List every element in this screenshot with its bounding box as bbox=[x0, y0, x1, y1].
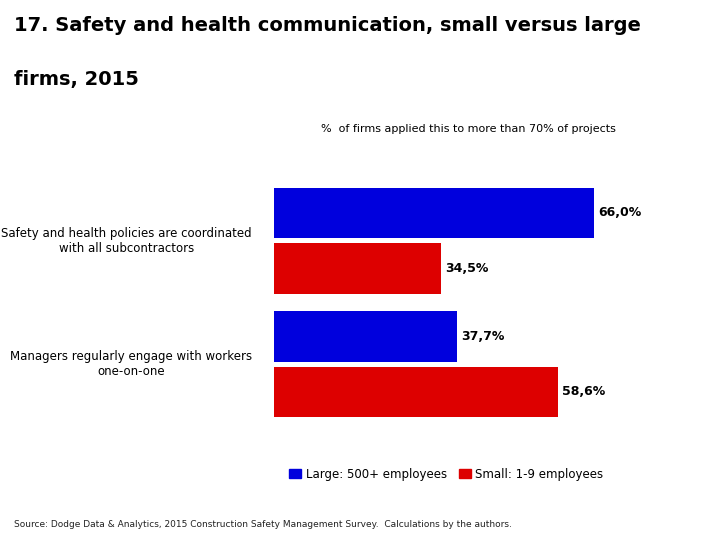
Text: 58,6%: 58,6% bbox=[562, 386, 606, 399]
Text: Safety and health policies are coordinated
with all subcontractors: Safety and health policies are coordinat… bbox=[1, 227, 252, 255]
Bar bbox=[274, 367, 559, 417]
Text: 37,7%: 37,7% bbox=[461, 330, 504, 343]
Bar bbox=[274, 187, 595, 238]
Text: 17. Safety and health communication, small versus large: 17. Safety and health communication, sma… bbox=[14, 16, 642, 35]
Bar bbox=[274, 311, 456, 362]
Text: 66,0%: 66,0% bbox=[598, 206, 642, 219]
Bar bbox=[274, 243, 441, 294]
Text: Managers regularly engage with workers
one-on-one: Managers regularly engage with workers o… bbox=[10, 350, 252, 378]
Text: Source: Dodge Data & Analytics, 2015 Construction Safety Management Survey.  Cal: Source: Dodge Data & Analytics, 2015 Con… bbox=[14, 520, 512, 529]
Text: %  of firms applied this to more than 70% of projects: % of firms applied this to more than 70%… bbox=[320, 124, 616, 134]
Text: firms, 2015: firms, 2015 bbox=[14, 70, 139, 89]
Legend: Large: 500+ employees, Small: 1-9 employees: Large: 500+ employees, Small: 1-9 employ… bbox=[284, 463, 608, 485]
Text: 34,5%: 34,5% bbox=[445, 262, 489, 275]
